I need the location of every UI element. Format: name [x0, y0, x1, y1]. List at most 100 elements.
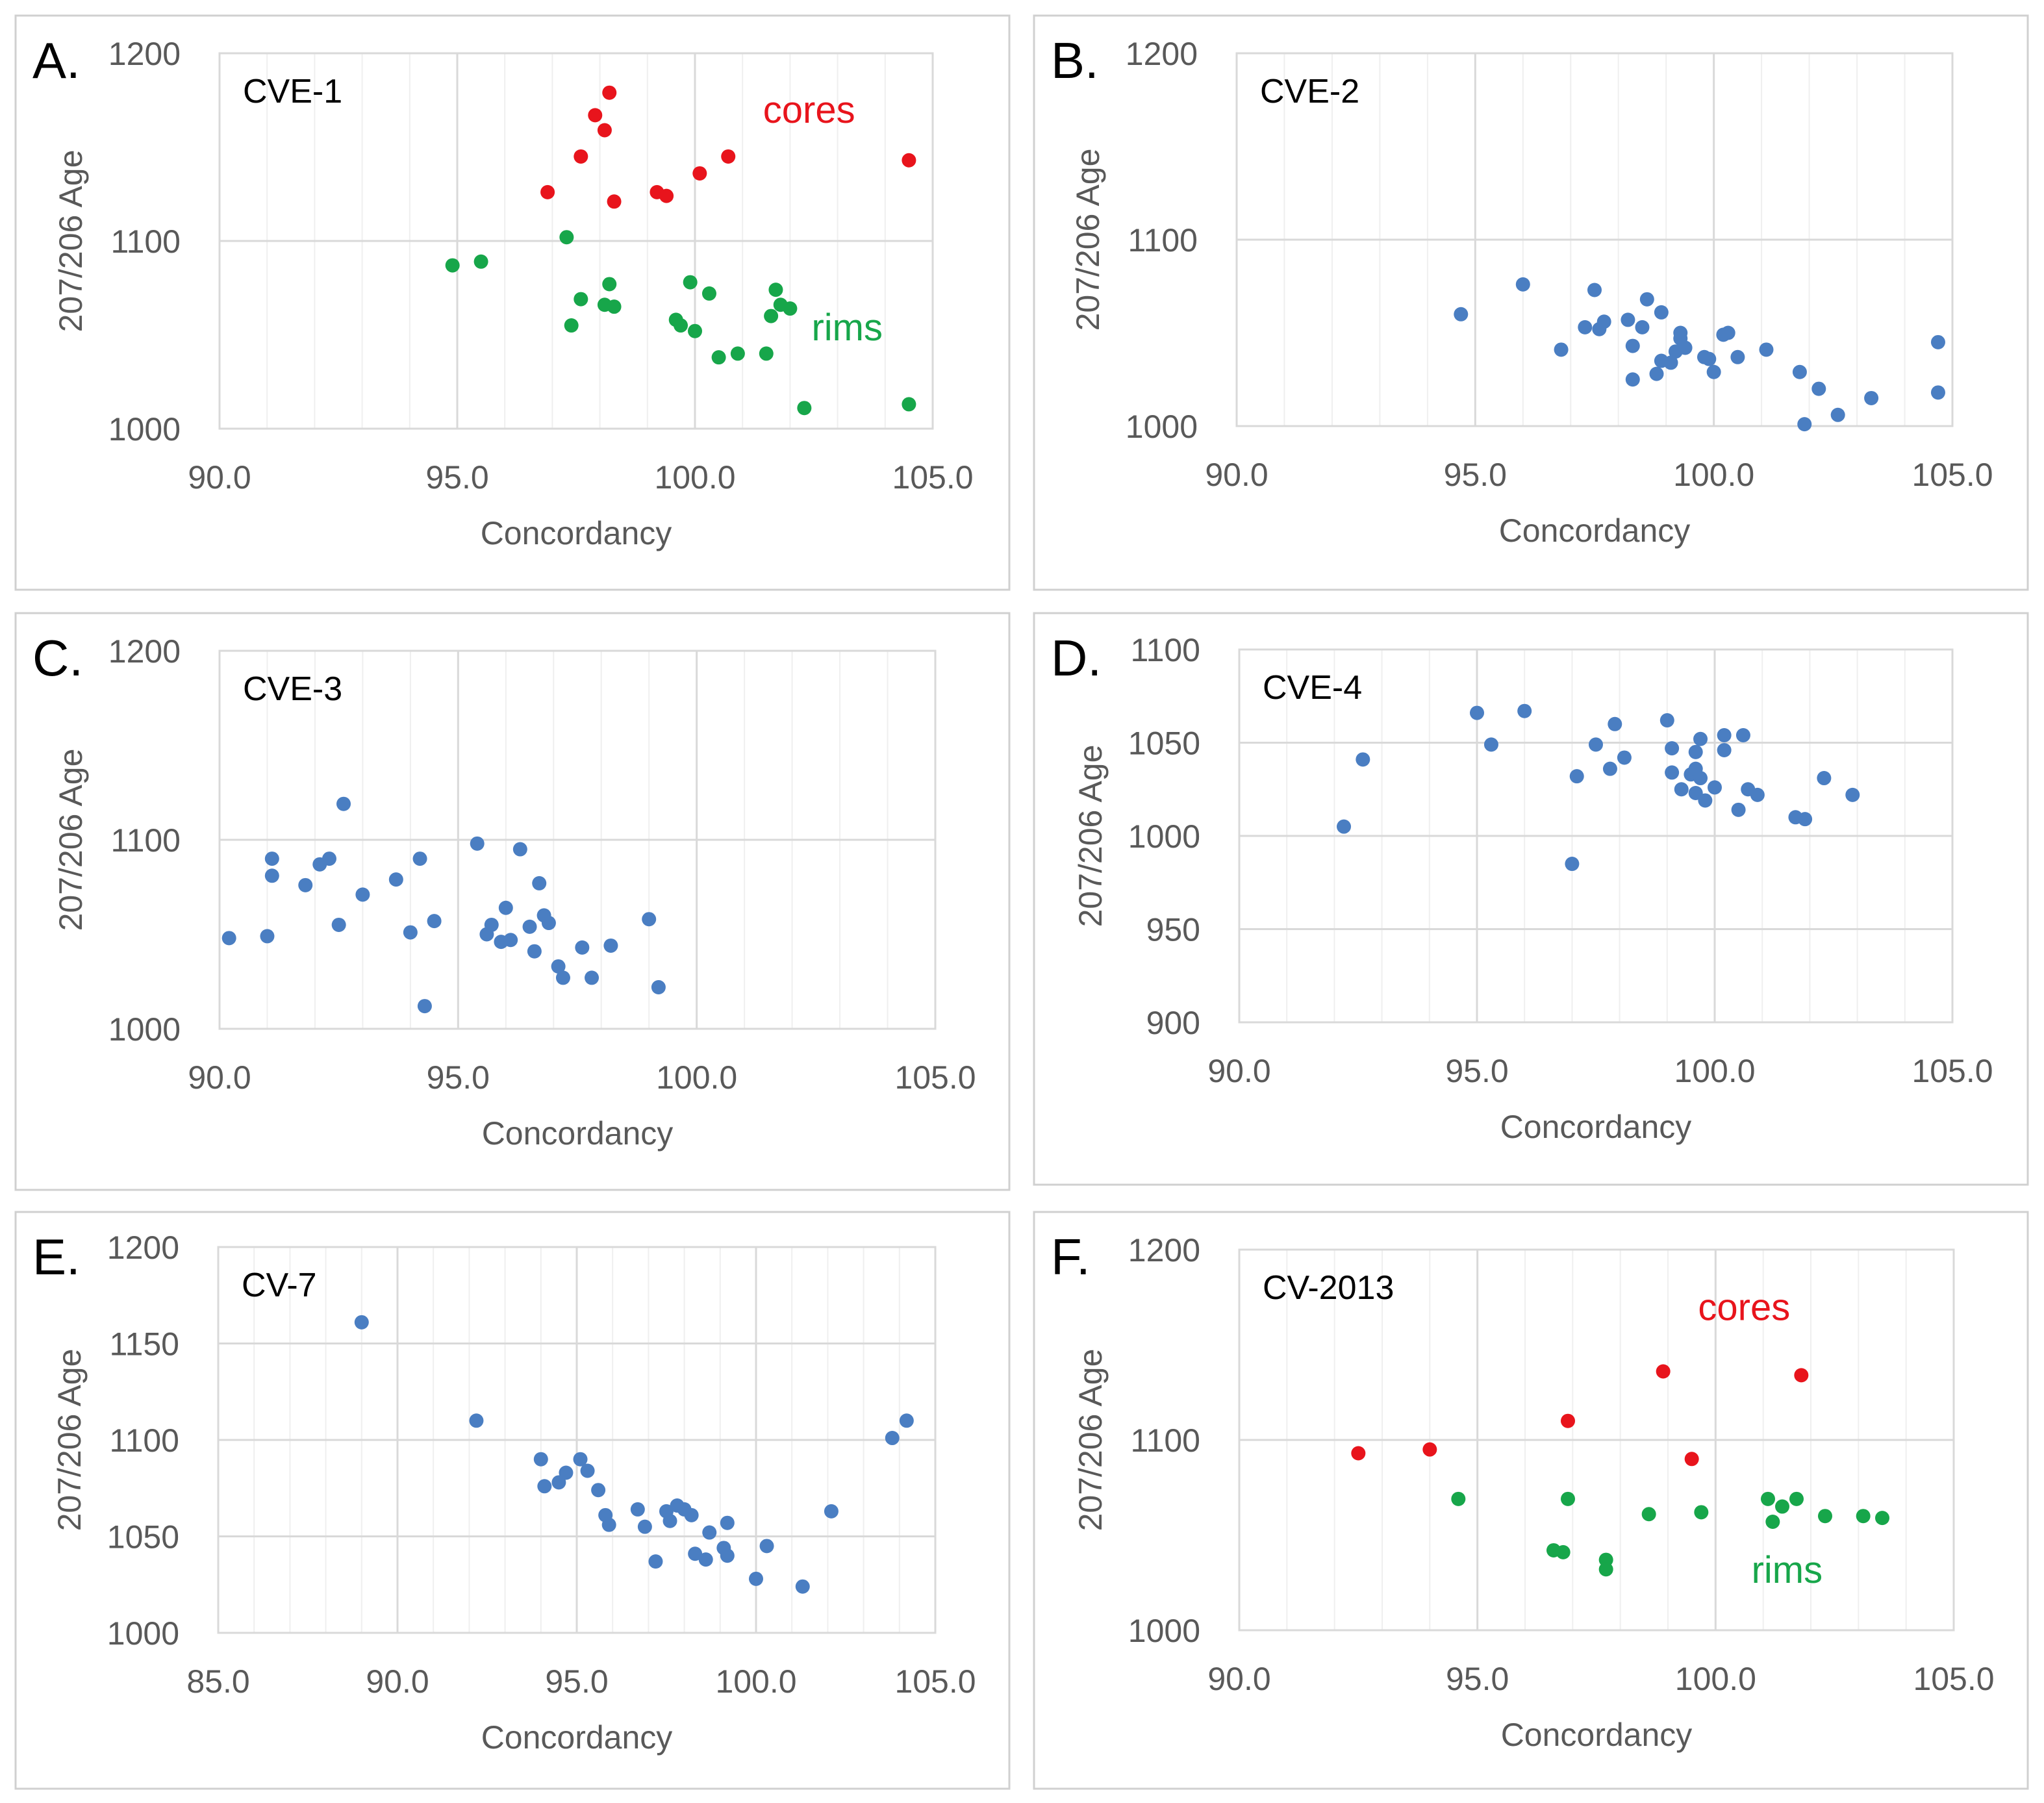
data-point	[759, 1539, 774, 1554]
data-point	[555, 970, 570, 985]
data-point	[537, 1479, 552, 1494]
data-point	[585, 970, 599, 985]
data-point	[730, 346, 745, 361]
panel-d: 90.0 95.0 100.0 105.0 900 950 1000 1050 1100 Conc…	[1033, 612, 2029, 1186]
data-point	[473, 254, 488, 269]
data-point	[559, 1465, 574, 1480]
data-point	[264, 851, 279, 866]
data-point	[1717, 728, 1732, 743]
data-point	[532, 876, 547, 890]
x-tick-label: 100.0	[1673, 457, 1754, 493]
data-point	[637, 1519, 652, 1534]
data-point	[795, 1579, 810, 1594]
data-point	[221, 931, 236, 946]
data-point	[1730, 349, 1745, 364]
x-tick-label: 105.0	[892, 459, 973, 496]
annotation-cores: cores	[1698, 1286, 1790, 1328]
data-point	[1856, 1509, 1871, 1524]
data-point	[1356, 752, 1370, 767]
y-axis-title: 207/206 Age	[51, 1349, 88, 1532]
data-point	[564, 318, 579, 333]
panel-letter: C.	[32, 629, 83, 687]
plot-area-border	[1238, 648, 1954, 1024]
data-point	[322, 851, 336, 866]
data-point	[1798, 812, 1813, 827]
y-tick-label: 1100	[110, 822, 181, 859]
data-point	[588, 108, 603, 123]
data-point	[683, 275, 698, 290]
y-tick-label: 1000	[107, 1615, 179, 1652]
data-point	[764, 309, 779, 323]
data-point	[701, 286, 716, 301]
series-samples	[1337, 703, 1860, 872]
data-point	[354, 1315, 369, 1330]
panel-letter: B.	[1051, 32, 1099, 89]
data-point	[1621, 312, 1635, 327]
data-point	[1351, 1446, 1366, 1461]
x-tick-label: 100.0	[654, 459, 735, 496]
data-point	[698, 1552, 713, 1567]
data-point	[574, 292, 588, 307]
data-point	[824, 1504, 839, 1519]
x-tick-label: 95.0	[1444, 457, 1507, 493]
panel-b: 90.0 95.0 100.0 105.0 1000 1100 1200 Concordanc…	[1033, 14, 2029, 591]
x-tick-label: 100.0	[1675, 1661, 1756, 1697]
data-point	[603, 938, 618, 953]
data-point	[574, 149, 588, 164]
x-axis-title: Concordancy	[1501, 1717, 1693, 1753]
sample-label: CVE-3	[243, 670, 342, 708]
data-point	[1625, 372, 1640, 387]
data-point	[597, 123, 612, 138]
y-tick-label: 1050	[107, 1519, 179, 1556]
x-axis-title: Concordancy	[1499, 512, 1691, 549]
data-point	[260, 929, 275, 944]
annotation-rims: rims	[811, 307, 883, 349]
panel-frame	[1033, 612, 2029, 1186]
data-point	[1639, 292, 1654, 307]
data-point	[1470, 705, 1484, 720]
data-point	[1665, 765, 1680, 780]
x-tick-label: 105.0	[1912, 457, 1993, 493]
data-point	[1602, 761, 1617, 776]
data-point	[1654, 305, 1669, 320]
data-point	[651, 979, 666, 994]
panel-frame	[14, 1211, 1011, 1790]
plot-area-border	[218, 649, 937, 1030]
data-point	[902, 153, 916, 168]
data-point	[1789, 1491, 1804, 1506]
y-tick-label: 1100	[1128, 222, 1198, 258]
data-point	[336, 796, 351, 811]
data-point	[1625, 338, 1640, 353]
data-point	[1596, 314, 1611, 329]
y-tick-label: 1150	[109, 1326, 179, 1363]
data-point	[591, 1483, 606, 1498]
y-tick-label: 1200	[1128, 1232, 1200, 1268]
data-point	[797, 401, 812, 416]
data-point	[674, 318, 688, 333]
data-point	[1589, 737, 1603, 752]
data-point	[1454, 307, 1469, 322]
panel-letter: E.	[32, 1228, 81, 1285]
data-point	[1561, 1491, 1575, 1506]
x-tick-label: 90.0	[1207, 1661, 1270, 1697]
data-point	[427, 914, 442, 929]
data-point	[331, 917, 346, 932]
y-tick-label: 1200	[108, 36, 181, 72]
data-point	[573, 1452, 588, 1467]
data-point	[1818, 1509, 1832, 1524]
plot-area-border	[217, 1246, 937, 1634]
plot-area-border	[1238, 1248, 1955, 1632]
data-point	[662, 1513, 677, 1528]
x-axis-title: Concordancy	[1500, 1109, 1692, 1145]
y-tick-label: 1200	[1126, 36, 1198, 72]
x-tick-label: 90.0	[188, 459, 251, 496]
x-tick-label: 95.0	[1446, 1661, 1509, 1697]
y-tick-label: 1200	[108, 633, 181, 670]
data-point	[1665, 741, 1680, 756]
y-tick-label: 900	[1146, 1005, 1200, 1041]
x-tick-label: 100.0	[715, 1663, 796, 1700]
data-point	[1930, 385, 1945, 400]
data-point	[1684, 1452, 1699, 1467]
data-point	[902, 397, 916, 412]
x-tick-label: 90.0	[1207, 1053, 1270, 1089]
